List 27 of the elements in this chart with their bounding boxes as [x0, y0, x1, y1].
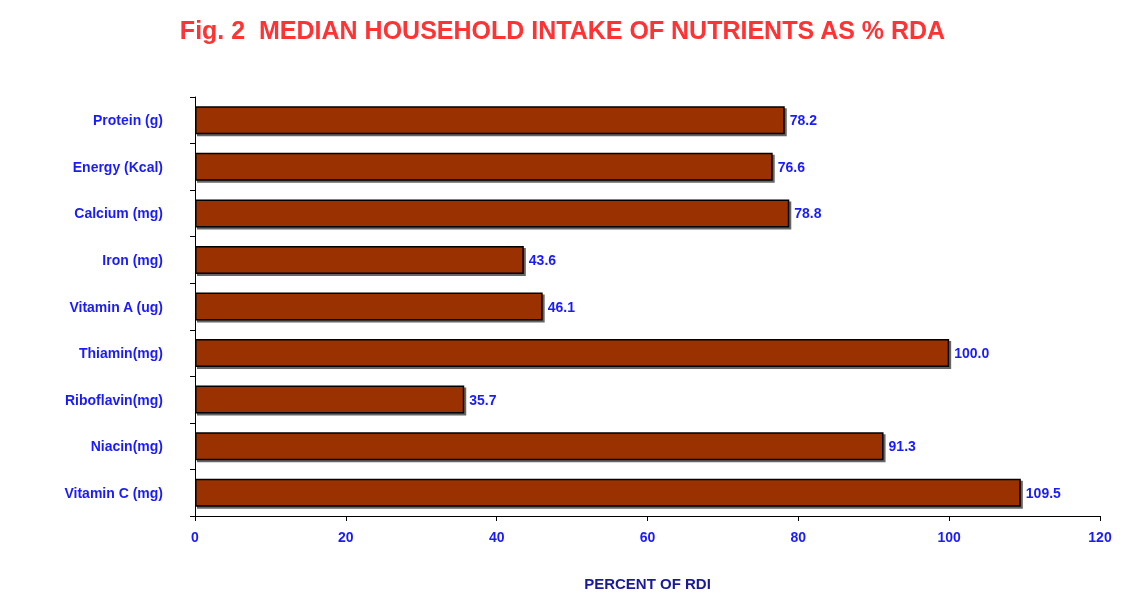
data-label: 46.1 — [547, 298, 576, 315]
y-tick-label: Iron (mg) — [102, 251, 163, 268]
data-label: 78.8 — [794, 205, 822, 222]
chart-title: Fig. 2 MEDIAN HOUSEHOLD INTAKE OF NUTRIENTS AS % RDA — [179, 15, 946, 44]
data-label: 35.7 — [469, 391, 497, 408]
y-tick-label: Riboflavin(mg) — [65, 391, 163, 408]
x-tick-label: 60 — [639, 529, 656, 545]
x-tick-label: 40 — [488, 529, 505, 545]
y-tick-label: Niacin(mg) — [90, 438, 163, 455]
data-label: 78.2 — [789, 112, 818, 129]
x-tick-label: 0 — [191, 529, 200, 545]
x-tick-label: 120 — [1088, 529, 1112, 545]
x-tick-label: 80 — [790, 529, 807, 545]
y-tick-label: Vitamin A (ug) — [69, 298, 163, 315]
x-tick-label: 100 — [937, 529, 962, 545]
y-tick-label: Protein (g) — [93, 112, 163, 129]
y-tick-label: Thiamin(mg) — [79, 345, 163, 362]
y-tick-label: Vitamin C (mg) — [64, 484, 163, 501]
y-tick-label: Calcium (mg) — [74, 205, 163, 222]
x-tick-label: 20 — [338, 529, 354, 545]
x-axis-title: PERCENT OF RDI — [584, 575, 711, 592]
data-label: 43.6 — [528, 251, 557, 268]
data-label: 109.5 — [1025, 484, 1062, 501]
data-label: 76.6 — [777, 158, 806, 175]
y-tick-label: Energy (Kcal) — [72, 158, 163, 175]
data-label: 100.0 — [954, 345, 990, 362]
data-label: 91.3 — [888, 438, 917, 455]
